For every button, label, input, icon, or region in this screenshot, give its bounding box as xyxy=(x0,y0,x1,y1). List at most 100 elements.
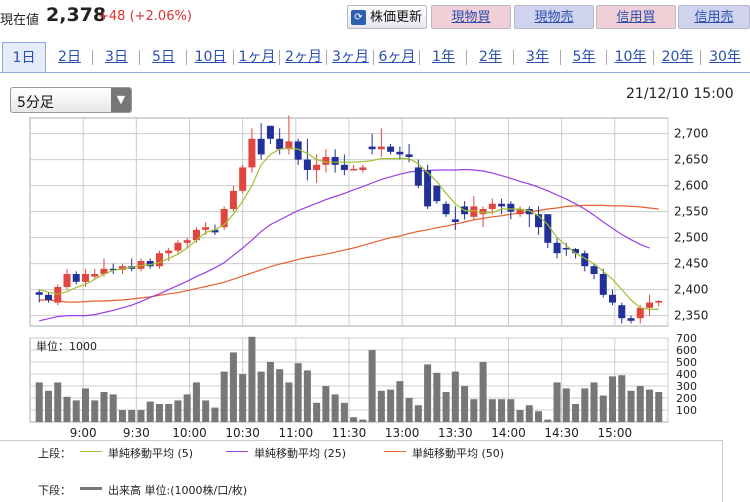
period-tabs: 1日 2日 3日 5日 10日 1ヶ月 2ヶ月 3ヶ月 6ヶ月 1年 2年 3年 5年 10年 20年 30年 xyxy=(0,42,750,73)
volume-bar xyxy=(599,395,607,422)
volume-bar xyxy=(368,350,376,422)
time-xtick-label: 14:30 xyxy=(544,426,579,440)
candle-body xyxy=(146,261,154,267)
tab-1[interactable]: 2日 xyxy=(58,49,81,65)
tab-12[interactable]: 5年 xyxy=(572,49,596,65)
volume-bar xyxy=(266,362,274,422)
tab-14[interactable]: 20年 xyxy=(661,49,694,65)
candle-body xyxy=(377,146,385,150)
candle-body xyxy=(424,170,432,207)
candle-body xyxy=(202,227,210,230)
time-xtick-label: 11:30 xyxy=(332,426,367,440)
candle-body xyxy=(646,302,654,308)
interval-select[interactable]: 5分足 ▼ xyxy=(10,87,132,113)
current-price: 2,378 xyxy=(46,4,107,26)
volume-bar xyxy=(562,388,570,422)
candle-body xyxy=(276,138,284,150)
tab-separator xyxy=(326,50,327,65)
refresh-quote-button[interactable]: ⟳ 株価更新 xyxy=(347,5,427,29)
volume-ytick-label: 300 xyxy=(676,380,697,393)
candle-body xyxy=(581,253,589,267)
tab-separator xyxy=(653,50,654,65)
ma50-line xyxy=(39,204,659,303)
volume-bar xyxy=(525,405,533,422)
candle-body xyxy=(165,250,173,254)
volume-bar xyxy=(174,400,182,422)
candle-body xyxy=(387,146,395,152)
tab-6[interactable]: 2ヶ月 xyxy=(285,49,322,65)
volume-bar xyxy=(248,336,256,422)
tab-separator xyxy=(92,50,93,65)
margin-buy-button[interactable]: 信用買 xyxy=(596,5,676,29)
volume-bar xyxy=(118,410,126,422)
candle-body xyxy=(155,253,163,267)
candle-body xyxy=(405,154,413,157)
volume-bar xyxy=(137,410,145,422)
tab-3[interactable]: 5日 xyxy=(152,49,175,65)
chart-datetime: 21/12/10 15:00 xyxy=(626,86,734,102)
volume-bar xyxy=(155,404,163,422)
candle-body xyxy=(572,249,580,254)
volume-ytick-label: 500 xyxy=(676,356,697,369)
candle-body xyxy=(229,190,237,209)
volume-bar xyxy=(331,394,339,422)
volume-bar xyxy=(387,389,395,422)
volume-bar xyxy=(294,363,302,422)
legend-ma5-swatch xyxy=(80,451,102,452)
tab-9[interactable]: 1年 xyxy=(432,49,455,65)
candle-body xyxy=(322,157,330,165)
candle-body xyxy=(470,206,478,217)
tab-separator xyxy=(139,50,140,65)
candle-body xyxy=(618,305,626,319)
ma5-line xyxy=(39,147,659,310)
candle-body xyxy=(498,203,506,207)
volume-bar xyxy=(424,364,432,422)
tab-0[interactable]: 1日 xyxy=(2,42,46,72)
candle-body xyxy=(414,167,422,186)
volume-bar xyxy=(609,376,617,422)
tab-7[interactable]: 3ヶ月 xyxy=(332,49,369,65)
candle-body xyxy=(396,151,404,155)
time-xtick-label: 13:00 xyxy=(385,426,420,440)
tab-separator xyxy=(419,50,420,65)
price-ytick-label: 2,550 xyxy=(674,205,708,219)
volume-unit-label: 単位：1000 xyxy=(36,339,97,353)
volume-bar xyxy=(276,369,284,422)
volume-bar xyxy=(405,398,413,422)
volume-bar xyxy=(229,352,237,422)
tab-8[interactable]: 6ヶ月 xyxy=(378,49,416,65)
volume-bar xyxy=(91,400,99,422)
volume-bar xyxy=(544,419,552,422)
volume-bar xyxy=(572,404,580,422)
tab-separator xyxy=(466,50,467,65)
time-xtick-label: 9:00 xyxy=(70,426,97,440)
cash-sell-button[interactable]: 現物売 xyxy=(514,5,594,29)
volume-bar xyxy=(183,394,191,422)
volume-ytick-label: 100 xyxy=(676,404,697,417)
price-ytick-label: 2,600 xyxy=(674,179,708,193)
tab-13[interactable]: 10年 xyxy=(614,49,647,65)
time-xtick-label: 13:30 xyxy=(438,426,473,440)
price-change: +48 (+2.06%) xyxy=(98,9,192,24)
volume-bar xyxy=(54,382,62,422)
candle-body xyxy=(507,203,515,212)
tab-15[interactable]: 30年 xyxy=(709,49,741,65)
price-ytick-label: 2,450 xyxy=(674,257,708,271)
margin-sell-button[interactable]: 信用売 xyxy=(678,5,750,29)
volume-bar xyxy=(313,402,321,422)
volume-bar xyxy=(498,399,506,422)
tab-4[interactable]: 10日 xyxy=(194,49,227,65)
candle-body xyxy=(211,229,219,233)
tab-10[interactable]: 2年 xyxy=(479,49,502,65)
volume-bar xyxy=(479,362,487,422)
cash-buy-button[interactable]: 現物買 xyxy=(431,5,511,29)
volume-bar xyxy=(535,411,543,422)
volume-bar xyxy=(165,404,173,422)
volume-bar xyxy=(192,382,200,422)
tab-2[interactable]: 3日 xyxy=(105,49,128,65)
tab-11[interactable]: 3年 xyxy=(526,49,549,65)
volume-bar xyxy=(322,386,330,422)
tab-5[interactable]: 1ヶ月 xyxy=(238,49,276,65)
volume-bar xyxy=(257,371,265,422)
refresh-icon: ⟳ xyxy=(351,10,366,25)
